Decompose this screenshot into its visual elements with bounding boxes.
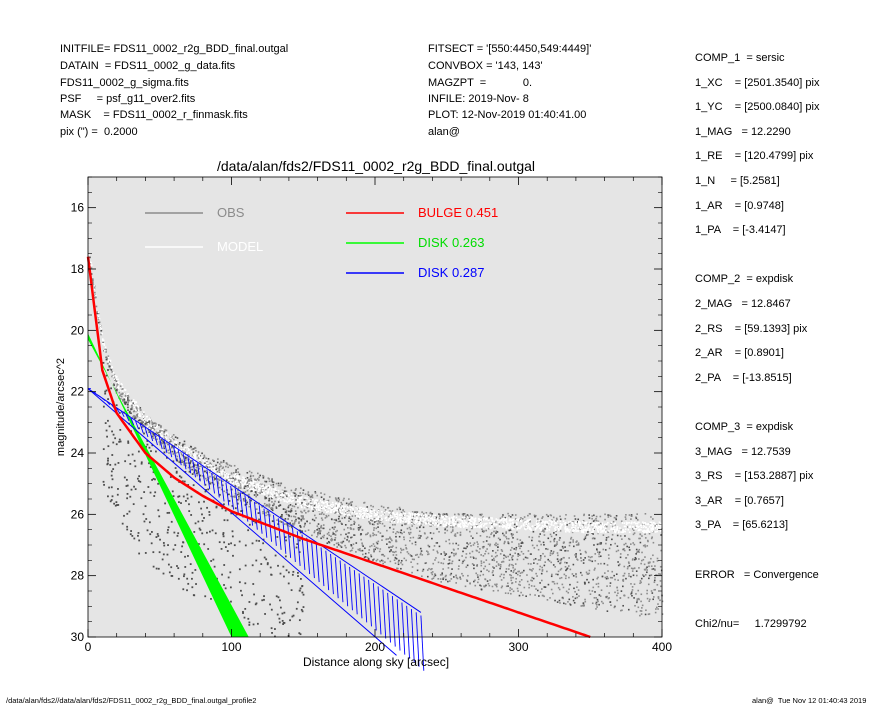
y-axis-label: magnitude/arcsec^2 [55, 358, 67, 456]
y-tick-label: 28 [71, 569, 85, 583]
legend-label: DISK 0.287 [418, 265, 485, 280]
param-line: COMP_3 = expdisk [695, 421, 794, 433]
param-line: ERROR = Convergence [695, 568, 819, 581]
param-line: 1_N = [5.2581] [695, 175, 780, 187]
header-sigma: FDS11_0002_g_sigma.fits [60, 77, 189, 89]
scatter-points [88, 254, 664, 638]
axes: 0 100 200 300 400 16 18 20 22 24 26 28 30 [71, 176, 672, 654]
y-tick-label: 18 [71, 262, 85, 276]
param-line: 1_MAG = 12.2290 [695, 125, 791, 138]
footer-path: /data/alan/fds2//data/alan/fds2/FDS11_00… [6, 696, 257, 705]
legend-label: OBS [217, 205, 245, 220]
param-line: 2_MAG = 12.8467 [695, 298, 791, 310]
y-tick-label: 16 [71, 201, 85, 215]
x-axis-label: Distance along sky [arcsec] [303, 655, 449, 669]
x-tick-label: 300 [508, 640, 528, 654]
y-tick-label: 24 [71, 446, 85, 460]
header-fitsect: FITSECT = '[550:4450,549:4449]' [428, 43, 592, 55]
param-line: 1_AR = [0.9748] [695, 199, 784, 212]
header-psf: PSF = psf_g11_over2.fits [60, 93, 196, 105]
header-magzpt: MAGZPT = 0. [428, 77, 533, 89]
y-tick-label: 26 [71, 507, 85, 521]
model-points [88, 254, 664, 534]
header-convbox: CONVBOX = '143, 143' [428, 60, 543, 72]
header-user: alan@ [428, 126, 460, 138]
header-datain: DATAIN = FDS11_0002_g_data.fits [60, 60, 236, 72]
legend-label: MODEL [217, 239, 263, 254]
legend-label: DISK 0.263 [418, 235, 485, 250]
param-line: 1_XC = [2501.3540] pix [695, 76, 820, 89]
y-tick-label: 30 [71, 630, 85, 644]
param-line: COMP_1 = sersic [695, 52, 785, 64]
param-line: 2_RS = [59.1393] pix [695, 322, 808, 335]
param-line: 3_AR = [0.7657] [695, 494, 784, 507]
bulge-line [86, 256, 591, 639]
param-line: 2_PA = [-13.8515] [695, 371, 792, 384]
param-line: 1_RE = [120.4799] pix [695, 150, 814, 163]
x-tick-label: 0 [85, 640, 92, 654]
header-initfile: INITFILE= FDS11_0002_r2g_BDD_final.outga… [60, 43, 289, 55]
legend-label: BULGE 0.451 [418, 205, 498, 220]
param-line: COMP_2 = expdisk [695, 273, 794, 286]
chart-title: /data/alan/fds2/FDS11_0002_r2g_BDD_final… [217, 158, 535, 174]
footer-timestamp: alan@ Tue Nov 12 01:40:43 2019 [752, 696, 867, 705]
plot-background [88, 177, 662, 637]
x-tick-label: 400 [652, 640, 672, 654]
x-tick-label: 200 [365, 640, 385, 654]
param-line: 2_AR = [0.8901] [695, 347, 784, 360]
y-tick-label: 22 [71, 385, 85, 399]
param-line: 3_RS = [153.2887] pix [695, 470, 814, 483]
param-line: 3_PA = [65.6213] [695, 519, 789, 532]
legend: OBS MODEL BULGE 0.451 DISK 0.263 DISK 0.287 [145, 205, 498, 280]
param-line: Chi2/nu= 1.7299792 [695, 617, 807, 630]
y-tick-label: 20 [71, 323, 85, 337]
header-infile: INFILE: 2019-Nov- 8 [428, 93, 529, 105]
param-line: 3_MAG = 12.7539 [695, 445, 791, 458]
header-pixscale: pix (") = 0.2000 [60, 126, 138, 138]
param-line: 1_PA = [-3.4147] [695, 224, 786, 237]
model-components [86, 256, 591, 671]
header-plot: PLOT: 12-Nov-2019 01:40:41.00 [428, 109, 587, 121]
header-mask: MASK = FDS11_0002_r_finmask.fits [60, 109, 248, 121]
x-tick-label: 100 [221, 640, 241, 654]
param-line: 1_YC = [2500.0840] pix [695, 101, 820, 114]
